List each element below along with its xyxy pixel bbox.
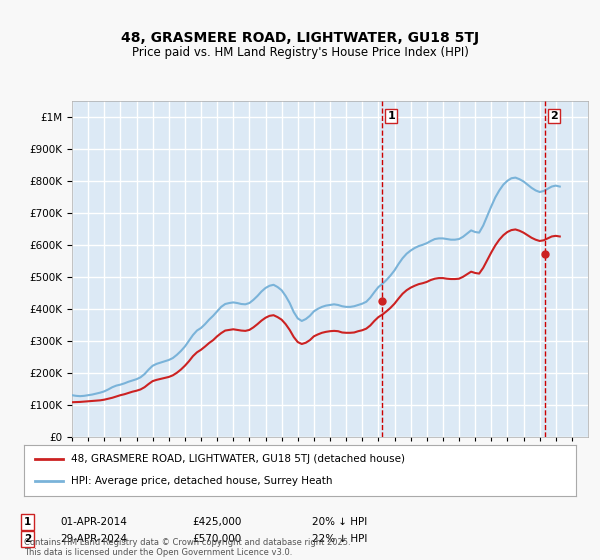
Text: Price paid vs. HM Land Registry's House Price Index (HPI): Price paid vs. HM Land Registry's House …	[131, 46, 469, 59]
Text: Contains HM Land Registry data © Crown copyright and database right 2025.
This d: Contains HM Land Registry data © Crown c…	[24, 538, 350, 557]
Text: 48, GRASMERE ROAD, LIGHTWATER, GU18 5TJ: 48, GRASMERE ROAD, LIGHTWATER, GU18 5TJ	[121, 31, 479, 45]
Text: HPI: Average price, detached house, Surrey Heath: HPI: Average price, detached house, Surr…	[71, 477, 332, 487]
Text: 2: 2	[24, 534, 31, 544]
Text: 22% ↓ HPI: 22% ↓ HPI	[312, 534, 367, 544]
Text: £570,000: £570,000	[192, 534, 241, 544]
Text: 1: 1	[387, 111, 395, 121]
Text: 48, GRASMERE ROAD, LIGHTWATER, GU18 5TJ (detached house): 48, GRASMERE ROAD, LIGHTWATER, GU18 5TJ …	[71, 454, 405, 464]
Text: £425,000: £425,000	[192, 517, 241, 527]
Text: 01-APR-2014: 01-APR-2014	[60, 517, 127, 527]
Text: 20% ↓ HPI: 20% ↓ HPI	[312, 517, 367, 527]
Text: 29-APR-2024: 29-APR-2024	[60, 534, 127, 544]
Text: 1: 1	[24, 517, 31, 527]
Text: 2: 2	[550, 111, 557, 121]
